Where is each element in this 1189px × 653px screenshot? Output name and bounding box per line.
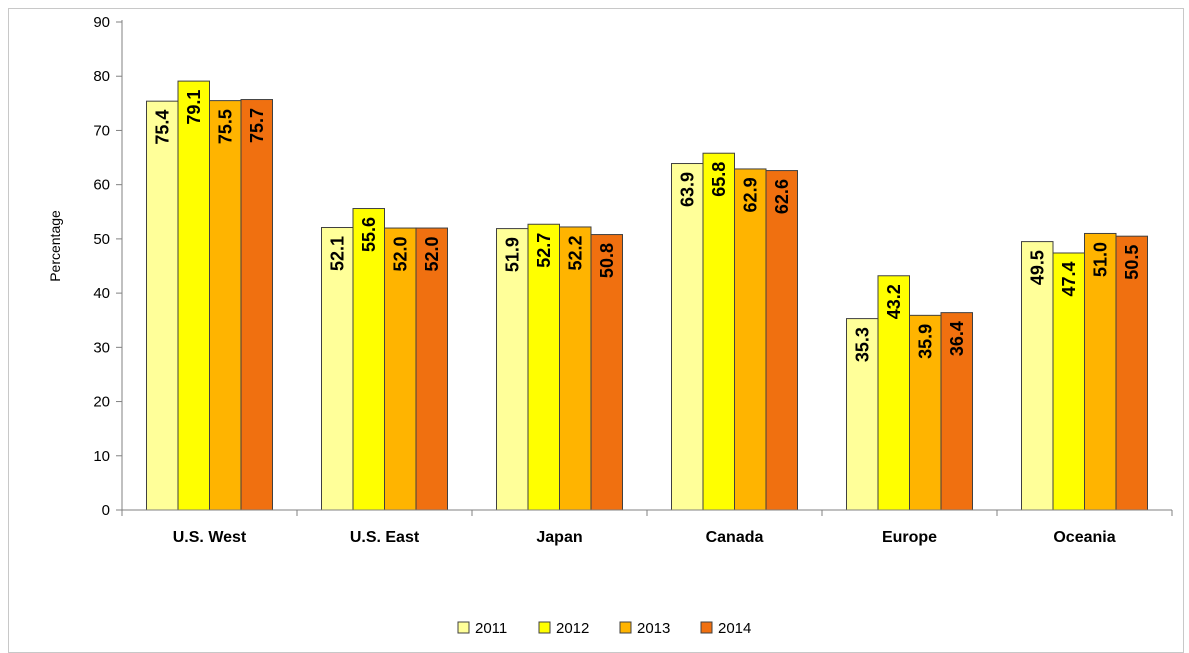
bar-2012-u-s-west [177,80,210,511]
data-label: 52.1 [327,236,347,271]
x-category-label: Canada [706,529,764,546]
bar-2011-u-s-west [146,100,179,511]
data-label: 62.6 [772,179,792,214]
data-label: 43.2 [884,284,904,319]
legend-label-2014: 2014 [718,620,751,637]
legend: 2011 2012 2013 2014 [457,620,751,637]
bar-2013-u-s-east [384,227,417,511]
bar-2012-japan [527,223,560,511]
data-label: 55.6 [359,217,379,252]
data-label: 63.9 [677,172,697,207]
bar-2014-oceania [1115,235,1148,511]
legend-label-2013: 2013 [637,620,670,637]
bar-2012-u-s-east [352,208,385,511]
data-label: 49.5 [1027,250,1047,285]
data-label: 52.0 [422,237,442,272]
bar-2012-oceania [1052,252,1085,511]
bar-2011-u-s-east [321,227,354,511]
bar-2014-u-s-east [415,227,448,511]
data-label: 62.9 [740,177,760,212]
legend-label-2011: 2011 [475,620,507,637]
bar-2011-canada [671,163,704,511]
data-label: 79.1 [184,90,204,125]
legend-label-2012: 2012 [556,620,589,637]
x-category-label: U.S. West [173,529,247,546]
x-category-label: U.S. East [350,529,420,546]
data-label: 65.8 [709,162,729,197]
legend-swatch-2012 [538,621,551,634]
data-label: 47.4 [1059,261,1079,296]
y-tick-label: 30 [93,339,110,356]
bar-2012-canada [702,152,735,511]
data-label: 75.7 [247,108,267,143]
axis-layer: 0 10 20 30 40 50 60 70 80 90 Percentage U.S. West U.… [47,14,1173,546]
data-label: 35.3 [852,327,872,362]
legend-swatch-2013 [619,621,632,634]
data-label: 51.0 [1090,242,1110,277]
bar-2014-europe [940,312,973,511]
y-tick-label: 0 [102,502,110,519]
bars-layer [146,80,1148,511]
bar-2013-canada [734,168,767,511]
data-label: 75.5 [215,109,235,144]
data-label: 35.9 [915,324,935,359]
data-labels-layer: 75.4 79.1 75.5 75.7 52.1 55.6 52.0 52.0 51.9 52.7… [152,90,1142,363]
data-label: 36.4 [947,321,967,356]
y-tick-label: 50 [93,231,110,248]
bar-2012-europe [877,275,910,511]
y-tick-label: 80 [93,68,110,85]
y-tick-label: 10 [93,448,110,465]
data-label: 75.4 [152,110,172,145]
x-category-label: Oceania [1053,529,1115,546]
y-tick-label: 70 [93,122,110,139]
bar-2014-canada [765,170,798,511]
legend-swatch-2011 [457,621,470,634]
y-tick-label: 90 [93,14,110,31]
x-category-label: Europe [882,529,937,546]
y-tick-label: 40 [93,285,110,302]
bar-2014-u-s-west [240,99,273,511]
data-label: 50.8 [597,243,617,278]
data-label: 52.0 [390,237,410,272]
y-tick-label: 20 [93,394,110,411]
data-label: 51.9 [502,237,522,272]
bar-2014-japan [590,234,623,511]
y-axis-title: Percentage [47,210,63,282]
data-label: 50.5 [1122,245,1142,280]
data-label: 52.7 [534,233,554,268]
y-tick-label: 60 [93,177,110,194]
data-label: 52.2 [565,235,585,270]
x-category-label: Japan [536,529,582,546]
legend-swatch-2014 [700,621,713,634]
bar-2013-u-s-west [209,100,242,511]
